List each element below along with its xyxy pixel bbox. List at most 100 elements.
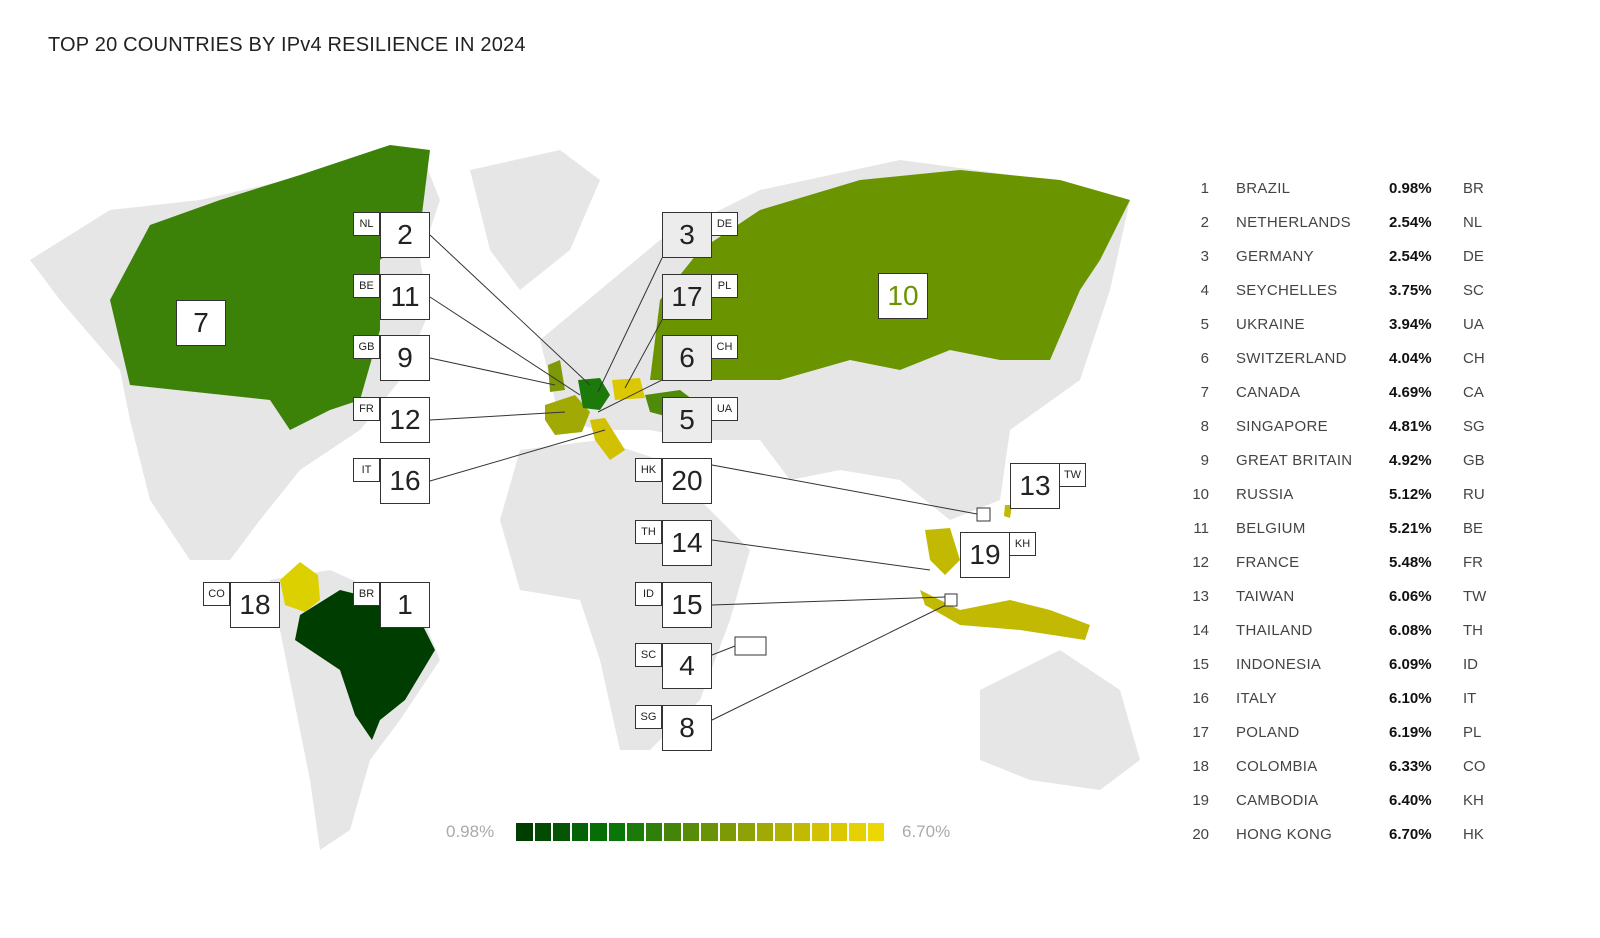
rank-box-it: 16 <box>380 458 430 504</box>
list-item: 3 GERMANY 2.54% DE <box>1185 244 1505 278</box>
legend-swatch <box>849 823 866 841</box>
leader-lines <box>429 234 978 721</box>
country-name: SEYCHELLES <box>1236 282 1338 299</box>
code-tag-br: BR <box>353 582 380 606</box>
rank: 1 <box>1200 180 1209 197</box>
legend-swatch <box>590 823 607 841</box>
percentage: 5.12% <box>1389 486 1432 503</box>
rank-box-ch: 6 <box>662 335 712 381</box>
rank: 17 <box>1192 724 1209 741</box>
code-tag-kh: KH <box>1009 532 1036 556</box>
rank: 9 <box>1200 452 1209 469</box>
code-tag-sc: SC <box>635 643 662 667</box>
legend-swatch <box>608 823 625 841</box>
code-tag-tw: TW <box>1059 463 1086 487</box>
rank-box-hk: 20 <box>662 458 712 504</box>
legend-swatch <box>516 823 533 841</box>
list-item: 12 FRANCE 5.48% FR <box>1185 550 1505 584</box>
map-title: TOP 20 COUNTRIES BY IPv4 RESILIENCE IN 2… <box>48 34 526 56</box>
rank: 5 <box>1200 316 1209 333</box>
leader-sc <box>711 645 736 656</box>
country-code: BR <box>1463 180 1484 197</box>
legend-swatch <box>793 823 810 841</box>
percentage: 2.54% <box>1389 214 1432 231</box>
legend-swatch <box>682 823 699 841</box>
country-italy <box>590 418 625 460</box>
country-colombia <box>280 562 320 612</box>
rank-box-be: 11 <box>380 274 430 320</box>
country-code: UA <box>1463 316 1484 333</box>
percentage: 6.09% <box>1389 656 1432 673</box>
list-item: 1 BRAZIL 0.98% BR <box>1185 176 1505 210</box>
country-name: NETHERLANDS <box>1236 214 1351 231</box>
rank: 2 <box>1200 214 1209 231</box>
rank-box-th: 14 <box>662 520 712 566</box>
rank: 7 <box>1200 384 1209 401</box>
percentage: 3.94% <box>1389 316 1432 333</box>
country-code: KH <box>1463 792 1484 809</box>
rank-box-sc: 4 <box>662 643 712 689</box>
percentage: 6.40% <box>1389 792 1432 809</box>
country-code: HK <box>1463 826 1484 843</box>
country-name: POLAND <box>1236 724 1300 741</box>
rank: 13 <box>1192 588 1209 605</box>
rank: 20 <box>1192 826 1209 843</box>
code-tag-it: IT <box>353 458 380 482</box>
rank: 18 <box>1192 758 1209 775</box>
land-africa <box>500 440 750 750</box>
country-code: CO <box>1463 758 1486 775</box>
percentage: 4.81% <box>1389 418 1432 435</box>
code-tag-ca: CA <box>154 306 171 318</box>
leader-th <box>711 539 931 571</box>
leader-ch <box>597 379 663 413</box>
rank: 3 <box>1200 248 1209 265</box>
country-code: PL <box>1463 724 1482 741</box>
leader-nl <box>429 234 591 386</box>
rank: 14 <box>1192 622 1209 639</box>
legend-swatch <box>775 823 792 841</box>
list-item: 8 SINGAPORE 4.81% SG <box>1185 414 1505 448</box>
legend-max-label: 6.70% <box>902 822 951 841</box>
country-code: CA <box>1463 384 1484 401</box>
leader-fr <box>429 411 566 421</box>
code-tag-ru: RU <box>932 279 949 291</box>
list-item: 10 RUSSIA 5.12% RU <box>1185 482 1505 516</box>
list-item: 17 POLAND 6.19% PL <box>1185 720 1505 754</box>
rank-box-co: 18 <box>230 582 280 628</box>
country-code: BE <box>1463 520 1484 537</box>
percentage: 6.70% <box>1389 826 1432 843</box>
legend-swatch <box>534 823 551 841</box>
code-tag-fr: FR <box>353 397 380 421</box>
percentage: 6.06% <box>1389 588 1432 605</box>
list-item: 19 CAMBODIA 6.40% KH <box>1185 788 1505 822</box>
country-name: BELGIUM <box>1236 520 1306 537</box>
percentage: 5.48% <box>1389 554 1432 571</box>
country-name: ITALY <box>1236 690 1277 707</box>
list-item: 5 UKRAINE 3.94% UA <box>1185 312 1505 346</box>
legend-swatch <box>701 823 718 841</box>
leader-pl <box>624 319 663 389</box>
rank-box-id: 15 <box>662 582 712 628</box>
country-name: SWITZERLAND <box>1236 350 1347 367</box>
hk-marker <box>976 507 991 522</box>
list-item: 7 CANADA 4.69% CA <box>1185 380 1505 414</box>
legend-swatch <box>719 823 736 841</box>
country-france <box>545 395 590 435</box>
legend-swatch <box>867 823 884 841</box>
rank-box-tw: 13 <box>1010 463 1060 509</box>
rank-box-gb: 9 <box>380 335 430 381</box>
percentage: 4.92% <box>1389 452 1432 469</box>
country-name: SINGAPORE <box>1236 418 1328 435</box>
country-code: SG <box>1463 418 1485 435</box>
code-tag-gb: GB <box>353 335 380 359</box>
country-code: RU <box>1463 486 1485 503</box>
world-map <box>30 145 1140 850</box>
rank: 12 <box>1192 554 1209 571</box>
legend-swatch <box>756 823 773 841</box>
country-canada <box>110 145 430 430</box>
list-item: 15 INDONESIA 6.09% ID <box>1185 652 1505 686</box>
legend-swatch <box>664 823 681 841</box>
code-tag-th: TH <box>635 520 662 544</box>
code-tag-de: DE <box>711 212 738 236</box>
country-code: DE <box>1463 248 1484 265</box>
